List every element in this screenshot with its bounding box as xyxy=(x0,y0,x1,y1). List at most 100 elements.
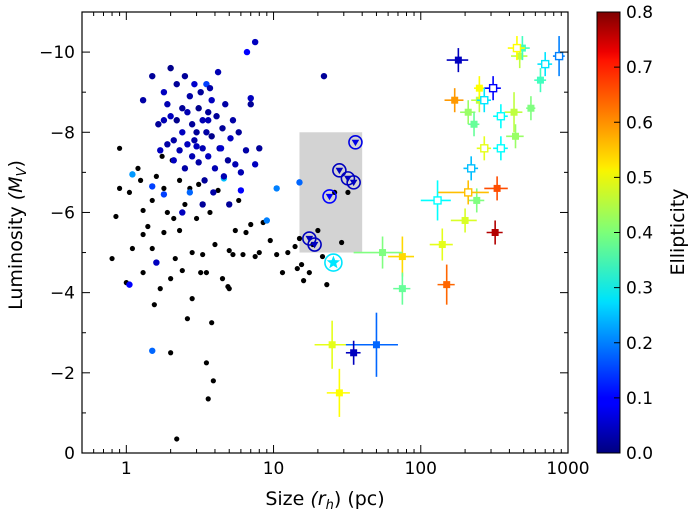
black-point xyxy=(168,350,174,356)
black-point xyxy=(184,316,191,322)
black-point xyxy=(174,436,180,442)
colorbar-tick-label: 0.7 xyxy=(626,58,653,78)
color-point xyxy=(184,141,191,148)
black-point xyxy=(172,255,178,262)
x-axis-label: Size (rh) (pc) xyxy=(265,488,384,513)
y-tick-label: −6 xyxy=(50,203,75,223)
colorbar-tick-label: 0.5 xyxy=(626,168,653,188)
series-circle-star xyxy=(324,253,343,272)
black-point xyxy=(140,269,146,276)
black-point xyxy=(171,215,177,222)
color-point xyxy=(188,153,196,160)
colorbar-tick-label: 0.4 xyxy=(626,224,653,244)
y-tick-label: −2 xyxy=(50,364,75,384)
color-point xyxy=(184,109,191,116)
color-point xyxy=(170,157,177,164)
color-point xyxy=(181,72,189,80)
color-point xyxy=(191,80,198,88)
black-point xyxy=(319,253,326,260)
color-point xyxy=(220,173,228,180)
color-point xyxy=(129,171,136,178)
black-point xyxy=(226,247,232,254)
color-point xyxy=(208,133,215,140)
color-point xyxy=(199,117,206,124)
black-point xyxy=(176,227,183,234)
series-circle-triangle xyxy=(302,134,363,252)
open-square-point xyxy=(496,144,506,153)
black-point xyxy=(240,251,246,258)
colorbar-tick-label: 0.0 xyxy=(626,444,653,464)
black-point xyxy=(189,249,195,256)
filled-square-point xyxy=(475,84,483,92)
black-point xyxy=(140,207,146,214)
color-point xyxy=(179,209,186,216)
black-point xyxy=(324,282,330,288)
black-point xyxy=(252,253,258,260)
black-point xyxy=(145,223,151,230)
filled-square-point xyxy=(470,120,478,128)
open-square-point xyxy=(464,188,473,197)
color-point xyxy=(199,201,206,208)
x-tick-label: 1000 xyxy=(546,459,589,479)
filled-square-point xyxy=(516,52,524,60)
black-point xyxy=(236,197,242,204)
black-point xyxy=(267,237,273,244)
black-point xyxy=(161,185,167,191)
open-square-point xyxy=(466,164,476,173)
filled-square-point xyxy=(461,216,469,224)
color-point xyxy=(201,177,208,184)
color-point xyxy=(247,94,254,102)
black-point xyxy=(203,360,210,366)
color-point xyxy=(173,117,180,124)
color-point xyxy=(195,159,202,166)
star-marker xyxy=(326,255,341,269)
color-point xyxy=(217,145,225,152)
black-point xyxy=(209,320,215,326)
open-square-point xyxy=(480,95,489,105)
colorbar-tick-label: 0.2 xyxy=(626,334,653,354)
color-point xyxy=(205,109,212,116)
black-point xyxy=(285,249,291,256)
color-point xyxy=(296,179,303,186)
color-point xyxy=(139,97,147,104)
color-point xyxy=(227,135,234,142)
color-point xyxy=(164,141,171,148)
color-point xyxy=(179,105,186,112)
color-point xyxy=(160,88,168,96)
y-axis-label: Luminosity (MV) xyxy=(5,160,30,310)
open-square-point xyxy=(540,59,550,69)
color-point xyxy=(155,121,162,128)
color-point xyxy=(193,143,200,150)
black-point xyxy=(230,251,236,258)
color-point xyxy=(237,169,245,176)
color-point xyxy=(170,137,177,144)
triangle-marker xyxy=(335,167,344,175)
color-point xyxy=(181,165,189,172)
color-point xyxy=(205,117,212,124)
color-point xyxy=(219,125,226,132)
plot-frame xyxy=(81,11,569,454)
black-point xyxy=(315,227,321,234)
color-point xyxy=(149,183,156,190)
black-point xyxy=(140,231,146,238)
black-point xyxy=(116,185,123,191)
open-square-point xyxy=(554,51,564,61)
colorbar-tick-label: 0.3 xyxy=(626,279,653,299)
colorbar-tick-label: 0.8 xyxy=(626,3,653,23)
color-point xyxy=(160,191,168,198)
filled-square-point xyxy=(473,196,481,204)
color-point xyxy=(191,137,198,144)
filled-square-point xyxy=(443,281,451,289)
x-tick-label: 10 xyxy=(263,459,285,479)
circle-triangle-point xyxy=(322,189,337,204)
triangle-marker xyxy=(349,179,358,187)
color-point xyxy=(205,153,212,160)
circle-triangle-point xyxy=(307,237,322,252)
filled-square-point xyxy=(454,56,462,64)
black-point xyxy=(113,213,119,220)
open-square-point xyxy=(512,43,522,53)
triangle-marker xyxy=(310,241,319,249)
filled-square-point xyxy=(398,253,406,261)
black-point xyxy=(137,177,144,183)
